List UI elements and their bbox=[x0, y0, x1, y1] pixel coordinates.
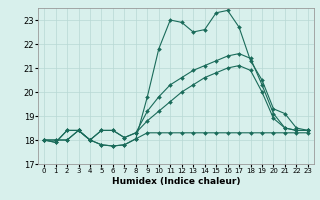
X-axis label: Humidex (Indice chaleur): Humidex (Indice chaleur) bbox=[112, 177, 240, 186]
